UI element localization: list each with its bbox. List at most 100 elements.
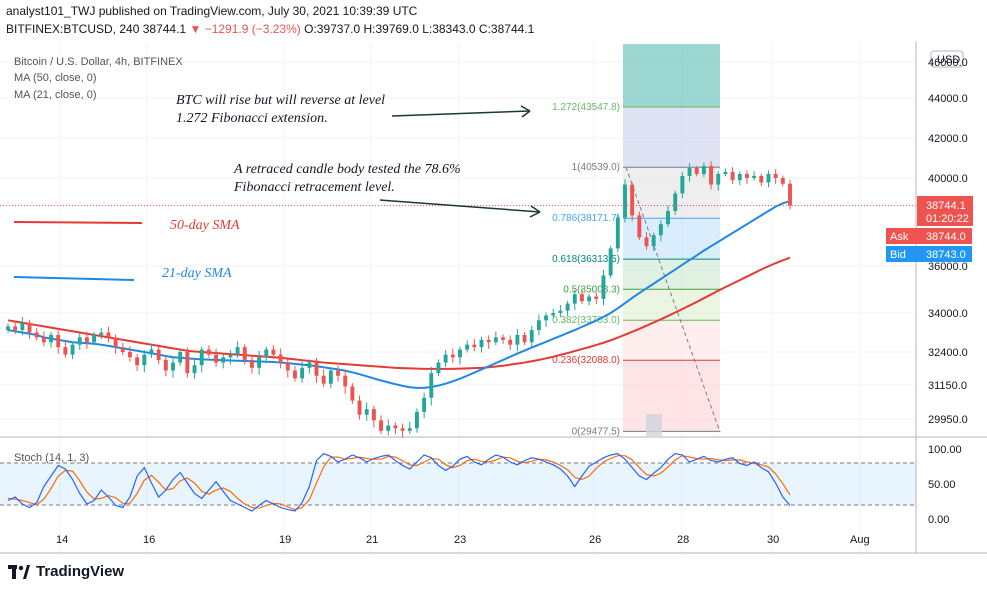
fib-zone	[623, 259, 720, 290]
candle-body	[486, 339, 491, 343]
candlestick-series[interactable]	[0, 161, 916, 438]
time-tick: 28	[677, 534, 689, 546]
time-axis[interactable]: 14 16 19 21 23 26 28 30 Aug	[56, 534, 870, 546]
annotation-arrow-2[interactable]	[379, 199, 541, 213]
stochastic-pane[interactable]	[0, 452, 916, 512]
stoch-legend[interactable]: Stoch (14, 1, 3)	[14, 452, 89, 464]
tradingview-footer[interactable]: TradingView	[8, 563, 124, 580]
bid-tag	[886, 246, 972, 262]
candle-body	[673, 193, 678, 211]
candle-body	[752, 176, 757, 178]
candle-body	[285, 362, 290, 371]
candle-body	[20, 322, 25, 331]
fib-trend-line	[625, 167, 721, 433]
ma21-legend[interactable]: MA (21, close, 0)	[14, 89, 97, 101]
candle-body	[788, 183, 792, 206]
fib-level-label: 0.382(33703.0)	[552, 315, 620, 326]
bid-value: 38743.0	[926, 249, 966, 261]
candle-body	[458, 349, 462, 358]
candle-body	[249, 359, 254, 368]
candle-body	[579, 294, 584, 302]
candle-body	[242, 347, 247, 360]
candle-body	[443, 354, 448, 363]
candle-body	[737, 174, 742, 181]
price-axis[interactable]: USD 46000.0 44000.0 42000.0 40000.0 3600…	[886, 50, 973, 526]
candle-body	[450, 354, 455, 358]
price-tick: 29950.0	[928, 414, 968, 426]
ask-value: 38744.0	[926, 231, 966, 243]
tradingview-logo-icon	[8, 564, 30, 579]
sma21-annotation[interactable]: 21-day SMA	[162, 266, 232, 281]
candle-body	[544, 315, 549, 321]
ma50-line	[7, 256, 791, 370]
candle-body	[501, 337, 505, 340]
candle-body	[651, 235, 656, 247]
candle-body	[608, 248, 613, 276]
candle-body	[414, 411, 419, 429]
candle-body	[572, 294, 577, 304]
candle-body	[386, 425, 391, 431]
price-change: −1291.9 (−3.23%)	[204, 22, 301, 36]
candle-body	[106, 332, 111, 338]
sma50-annotation[interactable]: 50-day SMA	[170, 218, 240, 233]
candle-body	[723, 172, 728, 174]
price-tick: 44000.0	[928, 93, 968, 105]
candle-body	[594, 296, 599, 299]
candle-body	[271, 349, 276, 355]
fib-level-label: 1(40539.0)	[572, 162, 620, 173]
candle-body	[694, 168, 699, 174]
candle-body	[56, 334, 61, 348]
candle-body	[235, 347, 240, 355]
candle-body	[364, 409, 369, 415]
candle-body	[314, 362, 319, 376]
ma21-line	[7, 200, 791, 389]
candle-body	[228, 354, 233, 358]
ohlc-values: O:39737.0 H:39769.0 L:38343.0 C:38744.1	[304, 22, 535, 36]
candle-body	[221, 357, 226, 363]
candle-body	[615, 217, 620, 249]
candle-body	[336, 370, 340, 376]
candle-body	[716, 174, 721, 185]
price-tick: 40000.0	[928, 173, 968, 185]
annotation-fib-extension-line1[interactable]: BTC will rise but will reverse at level	[176, 93, 385, 108]
candle-body	[163, 359, 168, 371]
time-tick: Aug	[850, 534, 870, 546]
annotation-retracement-line1[interactable]: A retraced candle body tested the 78.6%	[233, 162, 461, 177]
annotation-arrow-1[interactable]	[391, 110, 531, 117]
annotation-fib-extension-line2[interactable]: 1.272 Fibonacci extension.	[176, 111, 328, 126]
candle-body	[135, 357, 140, 366]
last-price-tag	[917, 196, 973, 226]
symbol-ohlc-bar: BITFINEX:BTCUSD, 240 38744.1 ▼ −1291.9 (…	[6, 22, 534, 36]
time-tick: 16	[143, 534, 155, 546]
fib-level-label: 0.618(36313.5)	[552, 254, 620, 265]
candle-body	[92, 334, 97, 343]
candle-body	[278, 354, 283, 363]
candle-body	[623, 184, 627, 218]
candle-body	[558, 310, 563, 313]
annotation-retracement-line2[interactable]: Fibonacci retracement level.	[233, 180, 395, 195]
candle-body	[185, 352, 190, 374]
candle-body	[300, 367, 305, 379]
last-price: 38744.1	[142, 22, 187, 36]
fib-level-label: 0.236(32088.0)	[552, 355, 620, 366]
candle-body	[529, 330, 534, 343]
candle-body	[759, 176, 764, 183]
candle-body	[429, 373, 434, 398]
time-tick: 21	[366, 534, 378, 546]
symbol-name[interactable]: BITFINEX:BTCUSD, 240	[6, 22, 140, 36]
candle-body	[666, 211, 670, 225]
ma50-legend[interactable]: MA (50, close, 0)	[14, 72, 97, 84]
time-tick: 23	[454, 534, 466, 546]
currency-button[interactable]	[930, 50, 964, 68]
candle-body	[84, 337, 89, 343]
candle-body	[192, 365, 197, 374]
sma50-sample-line	[13, 221, 143, 224]
candle-body	[13, 326, 18, 331]
candle-body	[328, 370, 333, 384]
time-tick: 30	[767, 534, 779, 546]
candle-body	[34, 332, 39, 338]
fib-zone	[623, 320, 720, 361]
fibonacci-tool[interactable]: 1.272(43547.8) 1(40539.0) 0.786(38171.7) 0.…	[552, 44, 721, 437]
candle-body	[730, 172, 735, 181]
